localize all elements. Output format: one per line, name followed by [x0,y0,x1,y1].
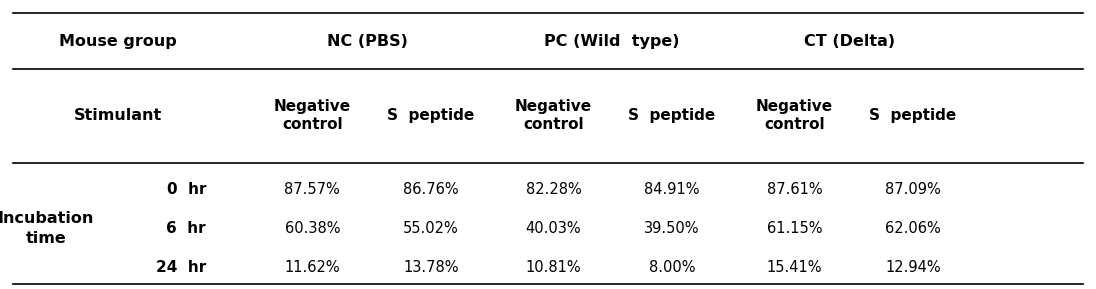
Text: 86.76%: 86.76% [403,182,458,197]
Text: NC (PBS): NC (PBS) [327,34,408,49]
Text: 6  hr: 6 hr [167,221,206,236]
Text: Negative
control: Negative control [274,99,351,132]
Text: 15.41%: 15.41% [767,260,822,275]
Text: S  peptide: S peptide [869,108,957,123]
Text: Mouse group: Mouse group [59,34,178,49]
Text: 87.57%: 87.57% [285,182,340,197]
Text: 10.81%: 10.81% [526,260,581,275]
Text: 82.28%: 82.28% [526,182,581,197]
Text: 87.61%: 87.61% [767,182,822,197]
Text: Negative
control: Negative control [515,99,592,132]
Text: Negative
control: Negative control [756,99,833,132]
Text: 40.03%: 40.03% [526,221,581,236]
Text: 39.50%: 39.50% [644,221,699,236]
Text: Incubation
time: Incubation time [0,211,94,246]
Text: 62.06%: 62.06% [886,221,940,236]
Text: 61.15%: 61.15% [767,221,822,236]
Text: 24  hr: 24 hr [156,260,206,275]
Text: S  peptide: S peptide [387,108,475,123]
Text: 11.62%: 11.62% [285,260,340,275]
Text: 55.02%: 55.02% [403,221,458,236]
Text: 8.00%: 8.00% [649,260,695,275]
Text: 84.91%: 84.91% [644,182,699,197]
Text: CT (Delta): CT (Delta) [803,34,895,49]
Text: 12.94%: 12.94% [886,260,940,275]
Text: 60.38%: 60.38% [285,221,340,236]
Text: 87.09%: 87.09% [886,182,940,197]
Text: 0  hr: 0 hr [167,182,206,197]
Text: S  peptide: S peptide [628,108,716,123]
Text: PC (Wild  type): PC (Wild type) [544,34,680,49]
Text: 13.78%: 13.78% [403,260,458,275]
Text: Stimulant: Stimulant [75,108,162,123]
